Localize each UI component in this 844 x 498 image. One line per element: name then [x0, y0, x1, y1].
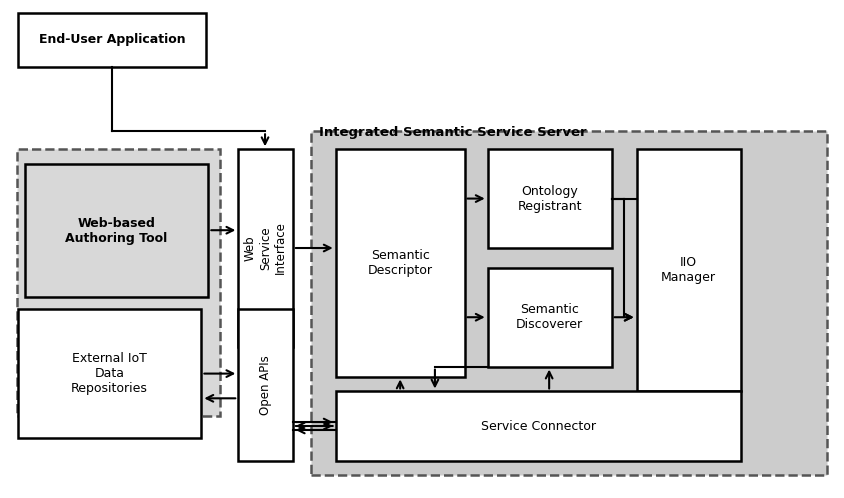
Text: End-User Application: End-User Application: [39, 33, 185, 46]
Text: External IoT
Data
Repositories: External IoT Data Repositories: [71, 352, 148, 395]
Bar: [335, 149, 464, 376]
Bar: [18, 12, 206, 67]
Bar: [335, 391, 740, 461]
Text: Service Connector: Service Connector: [480, 419, 595, 432]
Bar: [238, 149, 293, 347]
Bar: [636, 149, 740, 391]
Text: Semantic
Descriptor: Semantic Descriptor: [367, 249, 432, 277]
Bar: [487, 268, 611, 367]
Text: Ontology
Registrant: Ontology Registrant: [517, 185, 582, 213]
Text: IIO
Manager: IIO Manager: [661, 256, 716, 284]
Bar: [238, 309, 293, 461]
Text: Integrated Semantic Service Server: Integrated Semantic Service Server: [318, 126, 586, 139]
Bar: [311, 131, 826, 476]
Bar: [17, 149, 220, 416]
Bar: [24, 164, 208, 297]
Text: Web-based
Authoring Tool: Web-based Authoring Tool: [65, 217, 167, 245]
Bar: [18, 309, 201, 438]
Text: Semantic
Discoverer: Semantic Discoverer: [516, 303, 582, 331]
Bar: [487, 149, 611, 248]
Text: Web
Service
Interface: Web Service Interface: [244, 222, 287, 274]
Text: Open APIs: Open APIs: [259, 355, 272, 415]
